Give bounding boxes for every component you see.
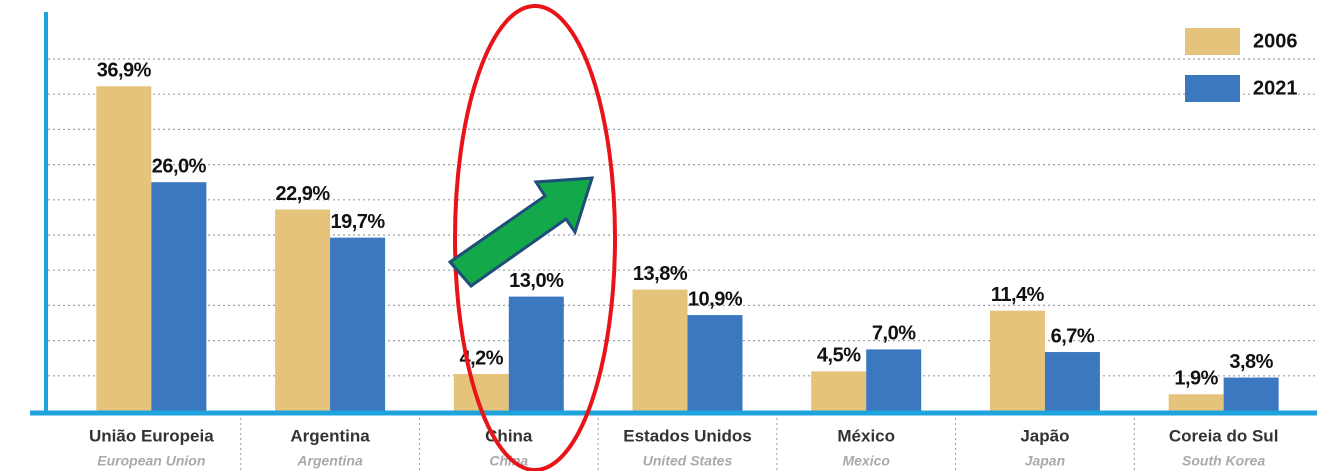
x-tick-sublabel: European Union bbox=[97, 453, 205, 469]
value-label: 7,0% bbox=[872, 323, 916, 345]
bar bbox=[989, 310, 1045, 411]
value-label: 4,5% bbox=[817, 345, 861, 367]
value-label: 11,4% bbox=[991, 284, 1045, 306]
bar bbox=[811, 371, 867, 411]
x-tick-label: Estados Unidos bbox=[623, 426, 751, 445]
bar bbox=[687, 315, 743, 411]
bar bbox=[866, 349, 922, 411]
value-label: 19,7% bbox=[330, 211, 385, 233]
bar bbox=[275, 209, 331, 411]
value-label: 4,2% bbox=[459, 347, 503, 369]
legend-swatch bbox=[1185, 28, 1240, 55]
x-tick-label: União Europeia bbox=[89, 426, 214, 445]
value-label: 26,0% bbox=[152, 155, 207, 177]
highlight-ellipse bbox=[453, 4, 617, 471]
bar bbox=[1044, 352, 1100, 411]
value-label: 36,9% bbox=[97, 60, 152, 82]
x-tick-sublabel: Argentina bbox=[296, 453, 363, 469]
value-label: 10,9% bbox=[688, 288, 743, 310]
grid bbox=[48, 58, 1317, 377]
value-label: 13,0% bbox=[509, 270, 564, 292]
value-label: 3,8% bbox=[1229, 351, 1273, 373]
trend-arrow bbox=[447, 176, 595, 289]
legend-label: 2006 bbox=[1253, 30, 1298, 52]
labels: União Europeia European Union 36,9% 26,0% Ar… bbox=[89, 60, 1278, 471]
legend-label: 2021 bbox=[1253, 77, 1298, 99]
x-tick-sublabel: South Korea bbox=[1182, 453, 1265, 469]
value-label: 1,9% bbox=[1174, 368, 1218, 390]
x-tick-sublabel: Japan bbox=[1025, 453, 1065, 469]
bar bbox=[330, 237, 386, 411]
x-tick-sublabel: Mexico bbox=[842, 453, 890, 469]
bar bbox=[632, 289, 688, 411]
bar bbox=[1223, 377, 1279, 411]
bar bbox=[1168, 394, 1224, 411]
x-tick-label: Coreia do Sul bbox=[1169, 426, 1279, 445]
value-label: 22,9% bbox=[275, 183, 330, 205]
bars bbox=[96, 86, 1279, 411]
x-tick-sublabel: United States bbox=[643, 453, 733, 469]
bar bbox=[96, 86, 152, 411]
x-tick-label: Japão bbox=[1020, 426, 1069, 445]
value-label: 13,8% bbox=[633, 263, 688, 285]
x-tick-label: Argentina bbox=[290, 426, 370, 445]
legend-swatch bbox=[1185, 75, 1240, 102]
bar bbox=[508, 296, 564, 411]
value-label: 6,7% bbox=[1051, 325, 1095, 347]
x-tick-label: México bbox=[837, 426, 895, 445]
bar bbox=[151, 182, 207, 411]
